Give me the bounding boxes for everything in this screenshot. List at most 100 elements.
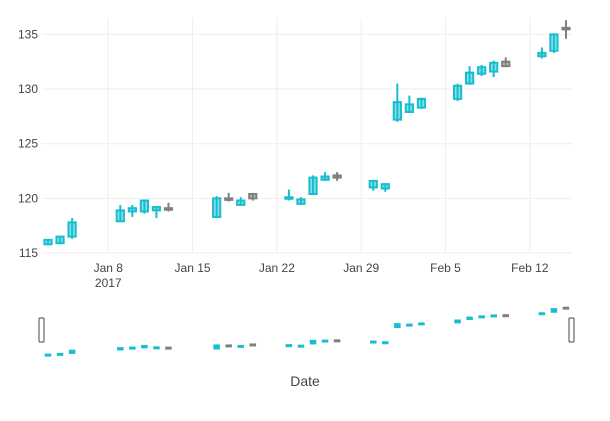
candle-decreasing	[501, 57, 511, 68]
candle-increasing	[115, 204, 125, 223]
slider-candle	[321, 339, 329, 343]
candle-body	[380, 183, 390, 190]
slider-candle	[333, 339, 341, 343]
x-tick-label: Jan 29	[343, 261, 379, 275]
slider-candle	[550, 308, 558, 313]
candle-body	[139, 199, 149, 213]
slider-candle	[490, 314, 497, 318]
slider-candle	[478, 315, 485, 319]
candle-body	[212, 197, 222, 218]
candle-body	[236, 199, 246, 206]
candle-increasing	[308, 175, 318, 196]
candle-increasing	[452, 83, 463, 102]
x-axis-title: Date	[290, 373, 320, 389]
y-tick-label: 120	[18, 191, 38, 205]
slider-candle	[56, 352, 64, 356]
candle-body	[55, 235, 65, 245]
slider-candle	[68, 349, 76, 354]
candle-increasing	[296, 197, 306, 205]
candle-body	[465, 71, 475, 85]
candle-increasing	[404, 95, 415, 114]
slider-candle	[369, 340, 377, 344]
candle-body	[416, 97, 427, 109]
slider-candle	[394, 323, 401, 328]
slider-candle	[406, 323, 413, 327]
slider-candle	[297, 344, 305, 348]
slider-candle	[117, 347, 124, 351]
candle-increasing	[537, 47, 547, 59]
x-tick-label: Feb 5	[430, 261, 461, 275]
slider-candle	[502, 314, 510, 318]
x-tick-label: Jan 15	[175, 261, 211, 275]
candle-body	[67, 221, 77, 238]
range-slider-left-handle[interactable]	[38, 317, 45, 343]
candle-decreasing	[248, 192, 258, 201]
candle-body	[561, 26, 571, 31]
y-tick-label: 115	[19, 246, 38, 260]
candle-increasing	[127, 204, 137, 217]
slider-candle	[418, 322, 425, 326]
grid	[42, 18, 572, 254]
candle-increasing	[489, 60, 499, 78]
candle-increasing	[139, 199, 149, 214]
candle-increasing	[465, 66, 475, 85]
candle-increasing	[236, 197, 246, 206]
slider-candle	[562, 306, 570, 310]
candle-increasing	[212, 196, 222, 219]
y-tick-label: 125	[18, 137, 38, 151]
candle-increasing	[380, 183, 390, 192]
candles	[43, 20, 571, 246]
slider-candle	[237, 344, 245, 348]
slider-candle	[466, 316, 473, 321]
candle-body	[549, 33, 559, 52]
candle-body	[224, 197, 234, 201]
y-tick-label: 130	[18, 82, 38, 96]
candle-body	[127, 207, 137, 213]
candle-decreasing	[332, 172, 342, 181]
candle-body	[489, 61, 499, 73]
candle-body	[151, 206, 162, 212]
slider-candle	[382, 341, 389, 345]
slider-candle	[129, 346, 136, 350]
candle-body	[537, 51, 547, 58]
candle-body	[501, 60, 511, 68]
slider-candle	[285, 344, 293, 348]
candle-increasing	[55, 235, 65, 245]
slider-candle	[309, 339, 317, 345]
candle-body	[452, 84, 463, 100]
candle-body	[368, 179, 378, 189]
slider-candle	[225, 344, 232, 348]
slider-candle	[213, 344, 220, 350]
candle-increasing	[477, 65, 487, 76]
range-slider[interactable]	[38, 306, 575, 357]
candle-decreasing	[224, 192, 234, 202]
candle-increasing	[392, 83, 402, 122]
candle-increasing	[368, 179, 378, 191]
slider-candle	[249, 343, 257, 347]
candle-body	[115, 209, 125, 223]
slider-candle	[454, 319, 461, 324]
range-slider-right-handle[interactable]	[568, 317, 575, 343]
y-tick-label: 135	[18, 27, 38, 41]
x-tick-label: Jan 22	[259, 261, 295, 275]
slider-candle	[44, 353, 52, 357]
candle-decreasing	[163, 202, 174, 212]
candle-increasing	[284, 189, 294, 201]
candle-body	[308, 176, 318, 195]
slider-candle	[538, 312, 546, 316]
slider-candle	[165, 346, 172, 350]
candle-body	[248, 192, 258, 200]
candle-body	[284, 196, 294, 200]
candle-decreasing	[561, 20, 571, 39]
candle-increasing	[416, 97, 427, 109]
candle-increasing	[43, 238, 53, 246]
slider-candle	[141, 344, 148, 349]
candle-increasing	[549, 33, 559, 53]
candle-increasing	[320, 172, 330, 181]
candle-increasing	[151, 206, 162, 219]
candle-body	[163, 207, 174, 211]
candle-body	[477, 66, 487, 75]
candle-body	[392, 101, 402, 121]
